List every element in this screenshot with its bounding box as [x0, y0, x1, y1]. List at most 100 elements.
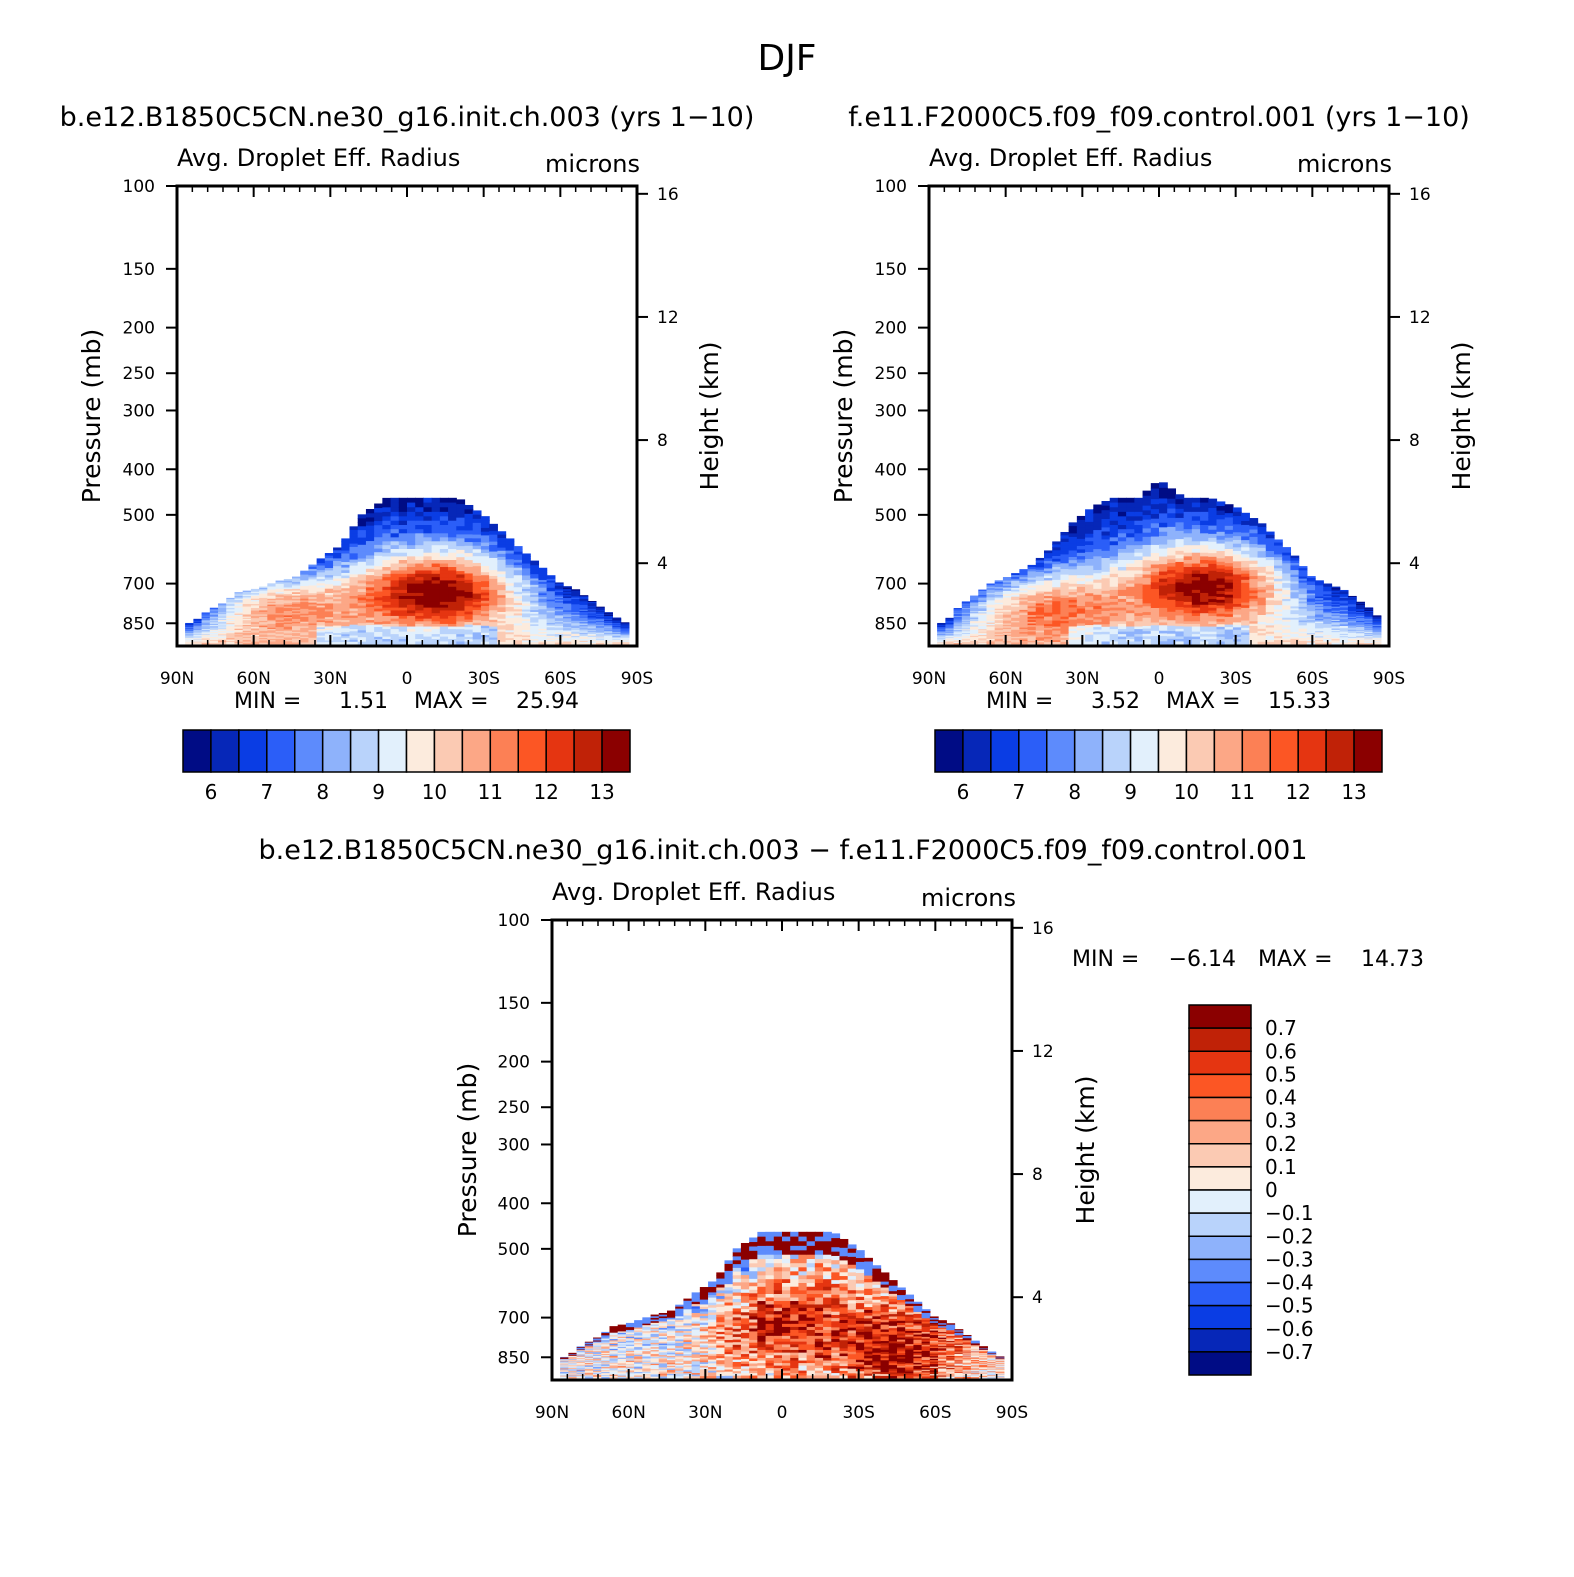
contour-cell	[1347, 613, 1357, 616]
contour-cell	[1044, 631, 1053, 634]
contour-cell	[595, 623, 605, 625]
contour-cell	[489, 575, 498, 580]
contour-cell	[218, 611, 227, 614]
contour-cell	[1347, 604, 1357, 607]
contour-cell	[1167, 503, 1177, 510]
y-tick-label: 850	[875, 614, 907, 634]
contour-cell	[1183, 615, 1193, 620]
contour-cell	[961, 601, 971, 604]
contour-cell	[1364, 623, 1374, 626]
contour-cell	[201, 639, 211, 642]
contour-cell	[1159, 578, 1168, 583]
contour-cell	[324, 568, 334, 572]
contour-cell	[234, 613, 244, 616]
contour-cell	[1035, 597, 1045, 601]
contour-cell	[1002, 608, 1012, 611]
contour-cell	[945, 619, 955, 621]
contour-cell	[407, 604, 416, 609]
contour-cell	[1085, 632, 1094, 636]
contour-cell	[1068, 633, 1078, 636]
contour-cell	[415, 556, 425, 561]
contour-cell	[324, 630, 334, 633]
contour-cell	[1298, 588, 1308, 591]
contour-cell	[1068, 583, 1078, 588]
contour-cell	[464, 576, 474, 581]
contour-cell	[546, 589, 556, 592]
contour-cell	[349, 529, 359, 535]
contour-cell	[978, 620, 988, 623]
contour-cell	[489, 600, 498, 604]
contour-cell	[1208, 533, 1218, 539]
contour-cell	[308, 621, 318, 625]
contour-cell	[382, 589, 392, 594]
contour-cell	[456, 526, 466, 531]
contour-cell	[1282, 642, 1292, 645]
contour-cell	[1224, 639, 1234, 643]
contour-cell	[1068, 594, 1078, 598]
contour-cell	[986, 621, 996, 624]
contour-cell	[209, 640, 219, 643]
contour-cell	[604, 622, 613, 624]
contour-cell	[1232, 624, 1242, 628]
y-tick-label: 500	[875, 506, 907, 526]
contour-cell	[209, 616, 219, 618]
contour-cell	[341, 600, 351, 604]
contour-cell	[1060, 571, 1070, 576]
contour-cell	[579, 604, 589, 607]
contour-cell	[1257, 554, 1267, 559]
contour-cell	[961, 638, 971, 641]
contour-cell	[1241, 639, 1250, 643]
contour-cell	[1068, 639, 1078, 643]
contour-cell	[1126, 631, 1135, 635]
contour-cell	[226, 627, 236, 629]
contour-cell	[480, 630, 490, 634]
contour-cell	[1019, 608, 1029, 611]
contour-cell	[382, 529, 392, 534]
contour-cell	[1208, 587, 1218, 591]
contour-cell	[538, 596, 548, 600]
contour-cell	[1109, 621, 1119, 625]
contour-cell	[1019, 611, 1029, 614]
contour-cell	[1265, 538, 1275, 543]
contour-cell	[209, 621, 219, 624]
contour-cell	[275, 640, 285, 642]
contour-cell	[1101, 565, 1111, 570]
contour-cell	[579, 624, 589, 626]
contour-cell	[489, 610, 498, 614]
contour-cell	[579, 623, 589, 625]
contour-cell	[1109, 525, 1119, 530]
contour-cell	[234, 598, 244, 601]
contour-cell	[464, 619, 474, 623]
contour-cell	[316, 630, 326, 634]
contour-cell	[505, 636, 515, 639]
contour-cell	[554, 609, 564, 612]
contour-cell	[1331, 624, 1341, 627]
contour-cell	[1274, 583, 1283, 587]
contour-cell	[259, 597, 268, 600]
contour-cell	[267, 601, 277, 604]
contour-cell	[1290, 625, 1300, 628]
contour-cell	[530, 588, 540, 592]
contour-cell	[382, 607, 392, 612]
contour-cell	[1339, 600, 1349, 603]
contour-cell	[978, 595, 988, 598]
contour-cell	[407, 580, 416, 585]
contour-cell	[1257, 635, 1267, 639]
contour-cell	[267, 618, 277, 621]
contour-cell	[1356, 642, 1365, 644]
contour-cell	[1035, 557, 1045, 561]
contour-cell	[1085, 541, 1094, 546]
colorbar-label: 6	[205, 780, 218, 804]
contour-cell	[242, 624, 252, 627]
contour-cell	[1159, 588, 1168, 593]
contour-cell	[612, 623, 622, 625]
contour-cell	[571, 600, 581, 603]
contour-cell	[1200, 560, 1209, 565]
contour-cell	[1315, 593, 1324, 596]
contour-cell	[283, 589, 293, 592]
contour-cell	[398, 548, 408, 554]
y-tick-label: 700	[875, 575, 907, 595]
contour-cell	[563, 610, 572, 613]
contour-cell	[953, 640, 963, 642]
contour-cell	[1002, 623, 1012, 626]
